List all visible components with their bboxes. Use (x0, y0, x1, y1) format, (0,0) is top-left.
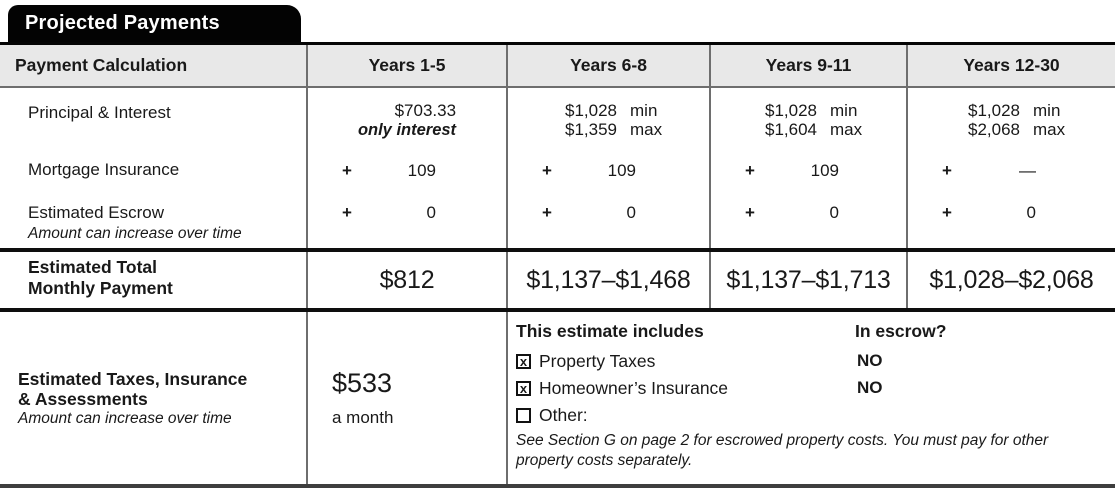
mi-value: 109 (810, 161, 839, 180)
checkbox-other[interactable] (516, 408, 531, 423)
pi-amount: $703.33 (394, 101, 457, 120)
include-item-property-taxes: x Property Taxes (516, 351, 655, 372)
mi-value: 109 (607, 161, 636, 180)
pi-max-label: max (630, 120, 663, 139)
in-escrow-value-property-taxes: NO (857, 351, 883, 370)
bottom-rule (0, 484, 1115, 488)
plus-sign: + (942, 161, 952, 180)
pi-min-value: $1,028 (765, 101, 817, 120)
taxes-insurance-label-block: Estimated Taxes, Insurance & Assessments… (0, 312, 306, 484)
pi-max-value: $1,359 (565, 120, 617, 139)
taxes-label-line2: & Assessments (18, 388, 148, 409)
pi-max-value: $1,604 (765, 120, 817, 139)
table-header-row: Payment Calculation Years 1-5 Years 6-8 … (0, 45, 1115, 86)
column-header-payment-calculation: Payment Calculation (15, 55, 188, 75)
pi-min-label: min (830, 101, 858, 120)
plus-sign: + (342, 161, 352, 180)
mi-value: 109 (407, 161, 436, 180)
pi-note: only interest (357, 121, 457, 139)
table-row-mortgage-insurance: Mortgage Insurance +109 +109 +109 + — (0, 150, 1115, 197)
estimate-includes-title: This estimate includes (516, 321, 704, 341)
in-escrow-value-homeowners-insurance: NO (857, 378, 883, 397)
pi-min-value: $1,028 (968, 101, 1020, 120)
taxes-insurance-section: Estimated Taxes, Insurance & Assessments… (0, 312, 1115, 484)
taxes-amount-cell: $533 a month (308, 312, 506, 484)
column-header-years-12-30: Years 12-30 (963, 55, 1060, 75)
taxes-amount: $533 (332, 368, 393, 398)
include-item-label: Property Taxes (539, 351, 656, 371)
row-label: Principal & Interest (28, 103, 171, 122)
total-top-rule (0, 248, 1115, 252)
column-header-years-1-5: Years 1-5 (368, 55, 446, 75)
total-years-1-5: $812 (379, 265, 435, 294)
include-item-other: Other: (516, 405, 588, 426)
mi-years-9-11-cell: +109 (711, 150, 906, 197)
pi-max-value: $2,068 (968, 120, 1020, 139)
total-row-label: Estimated Total Monthly Payment (28, 257, 173, 298)
row-label: Mortgage Insurance (28, 160, 180, 179)
include-item-label: Other: (539, 405, 588, 425)
mi-years-1-5-cell: +109 (308, 150, 506, 197)
pi-max-label: max (830, 120, 863, 139)
header-bottom-rule (0, 86, 1115, 88)
in-escrow-title: In escrow? (855, 321, 947, 341)
checkbox-mark: x (519, 381, 528, 396)
pi-years-12-30-cell: $1,028 min $2,068 max (908, 88, 1115, 150)
checkbox-mark: x (519, 354, 528, 369)
plus-sign: + (542, 161, 552, 180)
escrow-value: 0 (1026, 203, 1036, 222)
column-divider (709, 45, 711, 312)
table-row-principal-interest: Principal & Interest $703.33 only intere… (0, 88, 1115, 150)
column-divider (506, 45, 508, 484)
plus-sign: + (745, 161, 755, 180)
total-years-12-30: $1,028–$2,068 (929, 265, 1094, 294)
column-header-years-9-11: Years 9-11 (765, 55, 852, 75)
plus-sign: + (542, 203, 552, 222)
escrow-years-12-30-cell: +0 (908, 197, 1115, 248)
column-divider (306, 45, 308, 484)
escrow-value: 0 (829, 203, 839, 222)
checkbox-property-taxes[interactable]: x (516, 354, 531, 369)
pi-years-1-5-cell: $703.33 only interest (308, 88, 506, 150)
total-bottom-rule (0, 308, 1115, 312)
table-row-estimated-total: Estimated Total Monthly Payment $812 $1,… (0, 252, 1115, 308)
plus-sign: + (342, 203, 352, 222)
escrow-years-6-8-cell: +0 (508, 197, 709, 248)
pi-min-label: min (1033, 101, 1061, 120)
column-divider (906, 45, 908, 312)
section-tab: Projected Payments (8, 5, 301, 42)
total-years-6-8: $1,137–$1,468 (526, 265, 691, 294)
top-rule (0, 42, 1115, 45)
taxes-label-line1: Estimated Taxes, Insurance (18, 368, 248, 389)
column-header-years-6-8: Years 6-8 (570, 55, 647, 75)
taxes-sublabel: Amount can increase over time (18, 409, 232, 427)
mi-value-dash: — (1019, 161, 1036, 180)
escrow-years-1-5-cell: +0 (308, 197, 506, 248)
pi-years-9-11-cell: $1,028 min $1,604 max (711, 88, 906, 150)
table-row-estimated-escrow: Estimated Escrow Amount can increase ove… (0, 197, 1115, 248)
escrow-value: 0 (426, 203, 436, 222)
escrow-value: 0 (626, 203, 636, 222)
plus-sign: + (942, 203, 952, 222)
pi-years-6-8-cell: $1,028 min $1,359 max (508, 88, 709, 150)
row-label-block: Estimated Escrow Amount can increase ove… (0, 197, 306, 248)
row-sublabel: Amount can increase over time (28, 225, 242, 242)
include-item-label: Homeowner’s Insurance (539, 378, 729, 398)
taxes-amount-period: a month (332, 408, 394, 427)
plus-sign: + (745, 203, 755, 222)
total-years-9-11: $1,137–$1,713 (726, 265, 891, 294)
checkbox-homeowners-insurance[interactable]: x (516, 381, 531, 396)
row-label: Estimated Escrow (28, 203, 165, 222)
section-title: Projected Payments (25, 12, 220, 34)
pi-min-value: $1,028 (565, 101, 617, 120)
mi-years-12-30-cell: + — (908, 150, 1115, 197)
escrow-note: See Section G on page 2 for escrowed pro… (516, 432, 1049, 469)
pi-min-label: min (630, 101, 658, 120)
mi-years-6-8-cell: +109 (508, 150, 709, 197)
escrow-years-9-11-cell: +0 (711, 197, 906, 248)
pi-max-label: max (1033, 120, 1066, 139)
include-item-homeowners-insurance: x Homeowner’s Insurance (516, 378, 728, 399)
